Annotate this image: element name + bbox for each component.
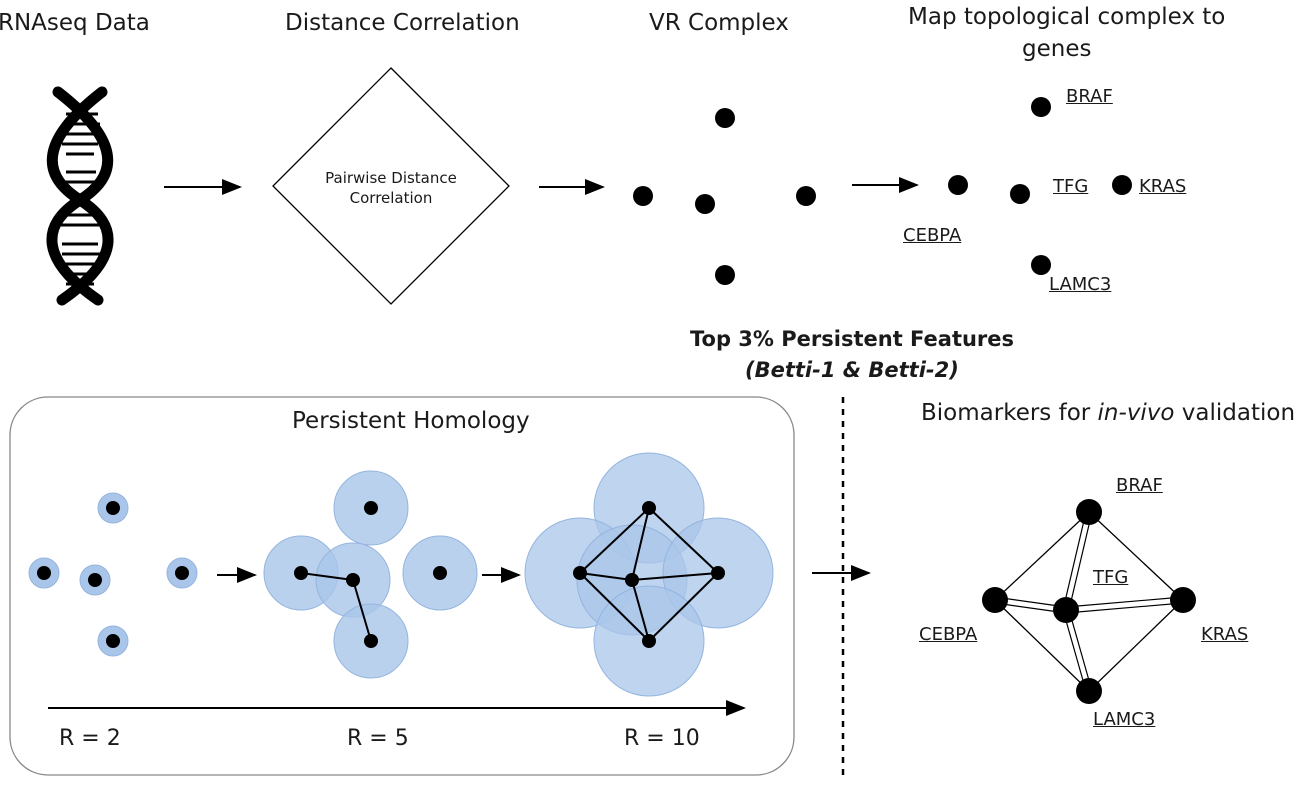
map-gene-braf: BRAF: [1066, 86, 1113, 107]
distance-box-line2: Correlation: [349, 189, 433, 207]
biomarker-network: [994, 511, 1184, 692]
vr-points: [633, 108, 816, 285]
biomarkers-title: Biomarkers for in-vivo validation: [921, 400, 1295, 426]
homology-stage-r10: [524, 452, 774, 697]
biomarker-gene-braf: BRAF: [1116, 475, 1163, 496]
homology-stage-r2: [28, 492, 198, 657]
map-gene-tfg: TFG: [1053, 176, 1089, 197]
distance-box-line1: Pairwise Distance: [325, 169, 457, 187]
biomarkers-title-post: validation: [1174, 400, 1296, 426]
stage-title-map-line2: genes: [1022, 36, 1092, 62]
map-gene-cebpa: CEBPA: [903, 225, 962, 246]
map-points: [948, 97, 1132, 275]
homology-box: [9, 396, 795, 776]
radius-label-2: R = 5: [347, 726, 409, 751]
features-subtitle: (Betti-1 & Betti-2): [745, 358, 959, 382]
radius-label-1: R = 2: [59, 726, 121, 751]
map-gene-kras: KRAS: [1139, 176, 1187, 197]
biomarker-gene-lamc3: LAMC3: [1093, 709, 1156, 730]
stage-title-map-line1: Map topological complex to: [908, 4, 1226, 30]
homology-stage-r5: [263, 470, 478, 679]
homology-title: Persistent Homology: [292, 408, 530, 434]
dna-icon: [46, 86, 114, 306]
distance-diamond: [272, 67, 510, 305]
features-title: Top 3% Persistent Features: [690, 327, 1015, 351]
biomarker-gene-tfg: TFG: [1093, 567, 1129, 588]
biomarkers-title-italic: in-vivo: [1097, 400, 1175, 426]
radius-label-3: R = 10: [624, 726, 700, 751]
stage-title-vr: VR Complex: [649, 10, 789, 36]
biomarker-nodes: [982, 499, 1196, 704]
biomarkers-title-pre: Biomarkers for: [921, 400, 1098, 426]
biomarker-gene-kras: KRAS: [1201, 624, 1249, 645]
biomarker-gene-cebpa: CEBPA: [919, 624, 978, 645]
stage-title-distance: Distance Correlation: [285, 10, 520, 36]
map-gene-lamc3: LAMC3: [1049, 274, 1112, 295]
stage-title-rnaseq: RNAseq Data: [0, 10, 150, 36]
